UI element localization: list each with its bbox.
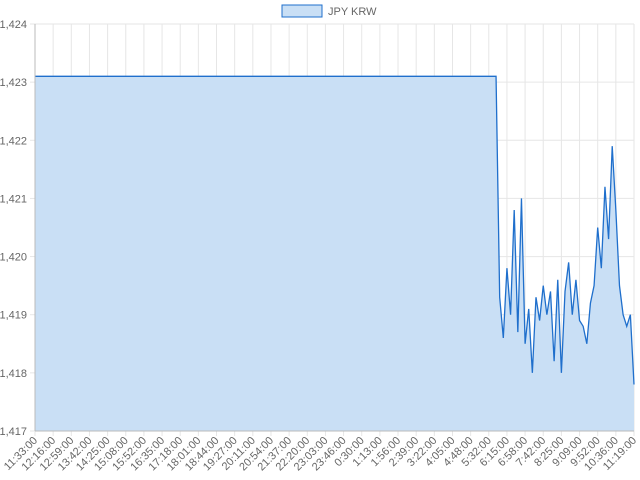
y-tick-label: 1,418 bbox=[0, 368, 27, 380]
y-tick-label: 1,422 bbox=[0, 135, 27, 147]
area bbox=[35, 76, 634, 431]
y-tick-label: 1,419 bbox=[0, 310, 27, 322]
line bbox=[35, 75, 635, 385]
y-tick-label: 1,417 bbox=[0, 426, 27, 438]
y-tick-label: 1,424 bbox=[0, 19, 27, 31]
y-tick-label: 1,423 bbox=[0, 77, 27, 89]
legend-swatch bbox=[281, 4, 323, 18]
y-tick-label: 1,420 bbox=[0, 252, 27, 264]
legend-label: JPY KRW bbox=[328, 6, 377, 18]
y-tick-label: 1,421 bbox=[0, 193, 27, 205]
